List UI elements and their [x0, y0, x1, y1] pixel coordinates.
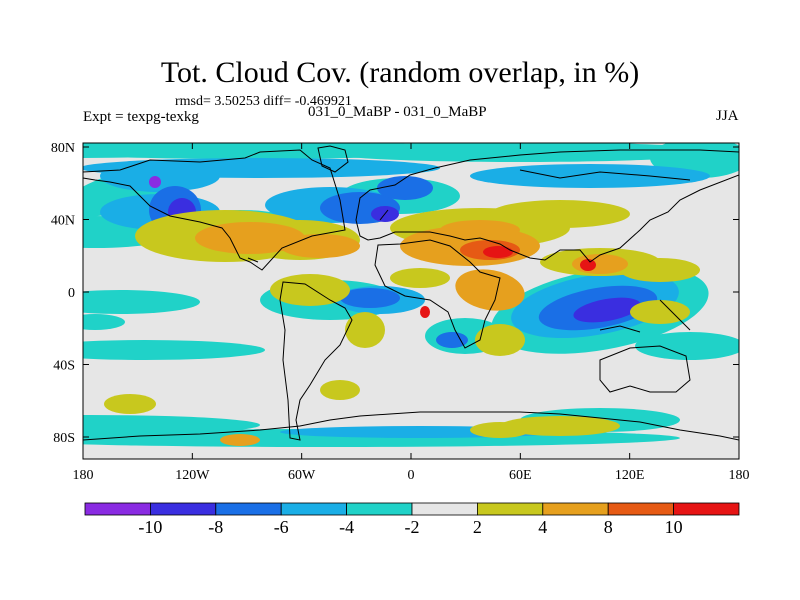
anomaly-patch — [195, 222, 305, 254]
colorbar-swatch — [673, 502, 740, 516]
y-tick-label: 40S — [53, 359, 75, 374]
anomaly-patch — [377, 176, 433, 200]
colorbar: -10 -8 -6 -4 -2 2 4 8 10 — [84, 502, 740, 537]
anomaly-patch — [83, 340, 265, 360]
colorbar-label: -8 — [208, 517, 223, 537]
coastline — [247, 257, 259, 263]
colorbar-label: -10 — [138, 517, 162, 537]
map-plot-area — [83, 143, 739, 459]
x-tick-label: 120E — [615, 468, 645, 483]
anomaly-patch — [390, 268, 450, 288]
anomaly-patch — [483, 246, 513, 258]
anomaly-patch — [83, 158, 440, 178]
colorbar-swatch — [149, 502, 217, 516]
anomaly-patch — [104, 394, 156, 414]
coastline — [317, 145, 349, 173]
anomaly-patch — [573, 297, 641, 323]
anomaly-field — [83, 143, 739, 447]
colorbar-swatch — [476, 502, 544, 516]
x-tick-label: 120W — [175, 468, 210, 483]
colorbar-swatch — [84, 502, 151, 516]
anomaly-patch — [83, 290, 200, 314]
anomaly-patch — [630, 300, 690, 324]
season-label: JJA — [716, 108, 739, 124]
stats-label: rmsd= 3.50253 diff= -0.469921 — [175, 94, 352, 109]
y-axis: 80N 40N 0 40S 80S — [51, 141, 739, 446]
x-tick-label: 0 — [408, 468, 415, 483]
runs-label: 031_0_MaBP - 031_0_MaBP — [308, 104, 487, 120]
chart-title: Tot. Cloud Cov. (random overlap, in %) — [160, 56, 640, 89]
coastline — [659, 299, 691, 331]
colorbar-swatch — [215, 502, 282, 516]
anomaly-patch — [455, 269, 525, 311]
x-tick-label: 60E — [509, 468, 532, 483]
coastline — [379, 209, 389, 221]
anomaly-patch — [420, 306, 430, 318]
anomaly-patch — [270, 274, 350, 306]
colorbar-swatch — [411, 502, 478, 516]
anomaly-patch — [280, 234, 360, 258]
anomaly-patch — [220, 434, 260, 446]
anomaly-patch — [149, 176, 161, 188]
coastlines — [83, 145, 739, 441]
experiment-label: Expt = texpg-texkg — [83, 109, 199, 125]
y-tick-label: 40N — [51, 214, 75, 229]
y-tick-label: 80S — [53, 431, 75, 446]
anomaly-patch — [500, 416, 620, 436]
colorbar-label: -4 — [339, 517, 354, 537]
coastline — [279, 281, 353, 441]
coastline — [599, 325, 641, 333]
x-tick-label: 180 — [729, 468, 750, 483]
x-tick-label: 60W — [288, 468, 316, 483]
y-tick-label: 80N — [51, 141, 75, 156]
coastline — [355, 149, 739, 263]
x-tick-label: 180 — [73, 468, 94, 483]
colorbar-label: -6 — [274, 517, 289, 537]
colorbar-label: 2 — [473, 517, 482, 537]
anomaly-patch — [340, 288, 400, 308]
anomaly-patch — [320, 143, 720, 162]
colorbar-label: 4 — [538, 517, 547, 537]
coastline — [374, 239, 501, 349]
colorbar-label: 10 — [665, 517, 683, 537]
coastline — [83, 411, 739, 441]
anomaly-patch — [83, 314, 125, 330]
anomaly-patch — [320, 380, 360, 400]
coastline — [83, 149, 346, 271]
colorbar-swatch — [346, 502, 413, 516]
colorbar-swatch — [280, 502, 348, 516]
anomaly-patch — [345, 312, 385, 348]
colorbar-label: -2 — [405, 517, 420, 537]
anomaly-patch — [440, 220, 520, 240]
coastline — [519, 169, 691, 181]
colorbar-label: 8 — [604, 517, 613, 537]
colorbar-swatch — [542, 502, 609, 516]
coastline — [599, 345, 691, 393]
anomaly-patch — [635, 332, 739, 360]
anomaly-patch — [436, 332, 468, 348]
anomaly-patch — [580, 259, 596, 271]
anomaly-patch — [470, 164, 710, 188]
x-axis: 180 120W 60W 0 60E 120E 180 — [73, 143, 750, 483]
anomaly-patch — [490, 200, 630, 228]
anomaly-patch — [475, 324, 525, 356]
colorbar-swatch — [607, 502, 675, 516]
anomaly-patch — [620, 258, 700, 282]
y-tick-label: 0 — [68, 286, 75, 301]
